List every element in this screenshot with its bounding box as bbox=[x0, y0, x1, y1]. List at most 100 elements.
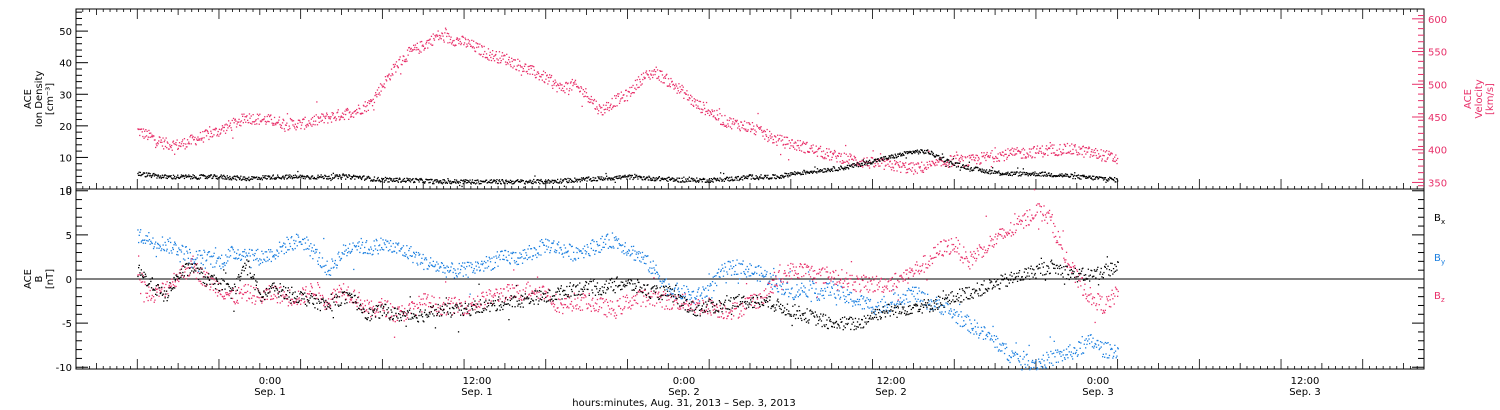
velocity-point bbox=[563, 90, 565, 92]
by-point bbox=[854, 304, 857, 306]
velocity-point bbox=[300, 124, 303, 126]
by-point bbox=[723, 270, 725, 272]
velocity-point bbox=[826, 151, 828, 154]
density-point bbox=[207, 176, 209, 179]
density-point bbox=[378, 180, 380, 182]
density-point bbox=[901, 155, 903, 157]
velocity-point bbox=[144, 130, 146, 132]
density-point bbox=[509, 182, 511, 184]
velocity-point bbox=[311, 117, 314, 119]
velocity-point bbox=[144, 136, 146, 138]
velocity-point bbox=[987, 155, 989, 157]
density-point bbox=[549, 182, 551, 184]
by-point bbox=[797, 291, 799, 293]
by-point bbox=[502, 254, 505, 257]
by-point bbox=[603, 246, 605, 248]
by-point bbox=[654, 269, 656, 271]
density-point bbox=[327, 178, 330, 180]
density-point bbox=[439, 181, 441, 183]
density-point bbox=[914, 152, 916, 154]
velocity-point bbox=[951, 158, 953, 161]
velocity-point bbox=[602, 104, 605, 106]
velocity-point bbox=[1051, 144, 1053, 146]
by-point bbox=[773, 285, 776, 287]
density-point bbox=[963, 166, 965, 169]
density-point bbox=[966, 168, 969, 170]
by-point bbox=[436, 261, 438, 263]
by-point bbox=[379, 244, 381, 246]
velocity-point bbox=[612, 106, 614, 109]
density-point bbox=[468, 181, 470, 183]
velocity-point bbox=[856, 163, 858, 165]
velocity-point bbox=[840, 155, 842, 157]
velocity-point bbox=[140, 128, 143, 130]
velocity-point bbox=[960, 154, 963, 157]
velocity-point bbox=[1022, 157, 1024, 159]
velocity-point bbox=[775, 136, 777, 138]
by-point bbox=[842, 291, 844, 293]
density-point bbox=[232, 178, 235, 180]
density-point bbox=[558, 182, 561, 184]
velocity-point bbox=[1077, 154, 1079, 156]
by-point bbox=[553, 251, 556, 253]
by-point bbox=[199, 254, 202, 257]
density-point bbox=[868, 159, 871, 161]
by-point bbox=[669, 290, 671, 292]
bottom-tick-label: 5 bbox=[66, 231, 72, 242]
velocity-point bbox=[407, 54, 409, 56]
by-point bbox=[240, 258, 243, 260]
by-point bbox=[598, 251, 600, 253]
velocity-point bbox=[1050, 145, 1052, 147]
density-point bbox=[623, 175, 625, 177]
velocity-point bbox=[985, 159, 987, 162]
by-point bbox=[577, 257, 580, 259]
velocity-point bbox=[957, 165, 959, 167]
velocity-point bbox=[656, 77, 658, 80]
by-point bbox=[588, 254, 590, 256]
velocity-point bbox=[397, 66, 399, 68]
density-point bbox=[840, 166, 842, 168]
density-point bbox=[145, 172, 148, 174]
by-point bbox=[631, 252, 633, 255]
density-point bbox=[810, 171, 812, 173]
velocity-point bbox=[286, 113, 289, 115]
velocity-point bbox=[375, 92, 377, 94]
velocity-point bbox=[229, 124, 231, 127]
velocity-point bbox=[523, 65, 526, 67]
velocity-point bbox=[156, 142, 159, 144]
density-point bbox=[569, 178, 571, 180]
density-point bbox=[789, 175, 791, 177]
density-point bbox=[696, 177, 698, 179]
velocity-point bbox=[439, 37, 441, 39]
by-point bbox=[496, 257, 498, 259]
density-point bbox=[184, 175, 186, 177]
density-point bbox=[539, 183, 541, 185]
velocity-point bbox=[663, 77, 665, 79]
density-point bbox=[277, 174, 279, 176]
velocity-point bbox=[215, 128, 217, 130]
velocity-point bbox=[488, 59, 490, 61]
velocity-point bbox=[699, 108, 701, 110]
velocity-point bbox=[682, 86, 684, 88]
by-point bbox=[560, 246, 562, 249]
by-point bbox=[652, 260, 654, 262]
velocity-point bbox=[406, 60, 408, 62]
velocity-point bbox=[760, 126, 762, 128]
velocity-point bbox=[559, 82, 561, 84]
velocity-point bbox=[653, 70, 655, 72]
velocity-point bbox=[226, 124, 228, 126]
density-point bbox=[870, 162, 872, 164]
density-point bbox=[1074, 172, 1076, 174]
density-point bbox=[273, 178, 276, 180]
by-point bbox=[692, 290, 695, 292]
velocity-point bbox=[389, 79, 391, 81]
velocity-point bbox=[560, 84, 562, 86]
by-point bbox=[818, 298, 820, 300]
velocity-point bbox=[322, 113, 324, 115]
by-point bbox=[592, 249, 594, 251]
by-point bbox=[374, 245, 376, 247]
velocity-point bbox=[907, 168, 909, 170]
velocity-point bbox=[544, 81, 546, 84]
velocity-point bbox=[316, 124, 319, 126]
